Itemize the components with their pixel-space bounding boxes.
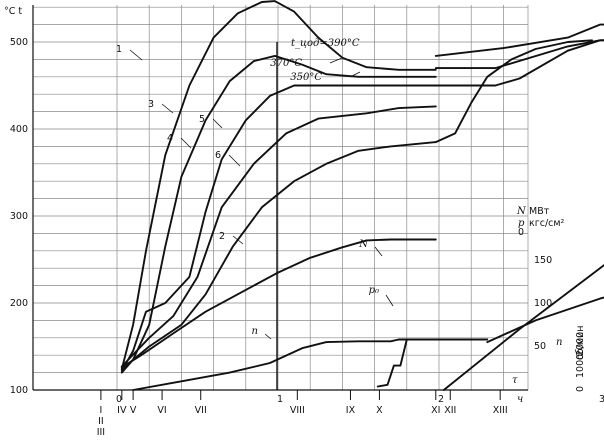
curve-label: t_цод=390°C — [291, 38, 360, 49]
curve-label: 2 — [219, 231, 225, 242]
series-line — [120, 141, 437, 371]
curve-label: p₀ — [369, 285, 379, 296]
right-tick-label: 50 — [534, 341, 546, 352]
label-leader — [232, 235, 244, 245]
stage-label: VIII — [290, 405, 305, 416]
right-label-p: p — [518, 218, 525, 229]
x-tick-label: 3 — [599, 394, 604, 405]
label-leader — [129, 49, 143, 61]
curve-label: 3 — [148, 99, 154, 110]
right2-label: n — [556, 337, 562, 348]
curves — [120, 0, 604, 391]
series-line — [434, 23, 604, 57]
curve-label: 370°C — [270, 58, 302, 69]
label-leader — [161, 103, 174, 114]
stage-label: IX — [346, 405, 356, 416]
series-line — [434, 39, 604, 87]
series-line — [486, 296, 604, 344]
stage-label: X — [376, 405, 383, 416]
right-label-N: N — [516, 206, 527, 217]
series-line — [132, 338, 489, 391]
curve-label: 1 — [116, 44, 122, 55]
y-tick-label: 500 — [10, 37, 28, 48]
x-tick-label: 0 — [116, 394, 122, 405]
series-line — [120, 0, 437, 371]
series-line — [376, 338, 408, 388]
label-leader — [228, 154, 241, 167]
label-leader — [349, 71, 361, 78]
stage-label: V — [130, 405, 137, 416]
axes — [32, 5, 528, 391]
x-tick-label: 2 — [438, 394, 444, 405]
label-leader — [385, 294, 394, 307]
grid — [33, 5, 529, 390]
curve-label: 5 — [199, 114, 205, 125]
curve-label: n — [252, 326, 258, 337]
x-tick-label: 1 — [277, 394, 283, 405]
curve-label: 4 — [167, 133, 173, 144]
curve-label: 350°C — [290, 72, 322, 83]
right2-tick-label: 0 — [575, 386, 586, 392]
curve-label: N — [358, 239, 369, 250]
stage-label: I — [99, 405, 102, 416]
label-leader — [374, 246, 383, 257]
series-line — [442, 263, 604, 391]
x-axis-unit: ч — [517, 394, 523, 405]
label-leader — [264, 333, 272, 340]
label-leader — [212, 118, 223, 129]
stage-sublabel: III — [97, 427, 105, 438]
series-line — [120, 54, 437, 374]
stage-sublabel: II — [98, 416, 104, 427]
y-tick-label: 300 — [10, 211, 28, 222]
curve-labels: 1 3 4 5 6 2 t_цод=390°C 370°C 350°C n Np₀ — [116, 38, 394, 340]
curve-label: 6 — [215, 150, 221, 161]
y-tick-label: 100 — [10, 385, 28, 396]
right-unit-p: кгс/см² — [529, 218, 565, 229]
right2-tick-label: 2000 — [575, 332, 586, 356]
stage-label: XII — [444, 405, 456, 416]
stage-label: XIII — [493, 405, 508, 416]
stage-label: VII — [195, 405, 207, 416]
series-line — [120, 238, 437, 369]
label-leader — [329, 57, 343, 64]
stage-label: VI — [157, 405, 166, 416]
y-axis-label: °C t — [4, 6, 22, 17]
right-sub-p: 0 — [518, 227, 524, 238]
right2-tick-label: 1000 — [575, 354, 586, 378]
series-line — [120, 105, 437, 368]
y-tick-label: 400 — [10, 124, 28, 135]
right2-unit: об/мин — [575, 326, 586, 360]
series-line — [434, 39, 593, 144]
stage-label: IV — [117, 405, 127, 416]
right-tick-label: 100 — [534, 298, 552, 309]
right-tick-label: 150 — [534, 255, 552, 266]
stage-label: XI — [431, 405, 440, 416]
y-tick-label: 200 — [10, 298, 28, 309]
series-line — [120, 84, 437, 372]
x-axis-label: τ — [512, 375, 518, 386]
label-leader — [180, 137, 192, 149]
right-unit-N: МВт — [529, 206, 550, 217]
